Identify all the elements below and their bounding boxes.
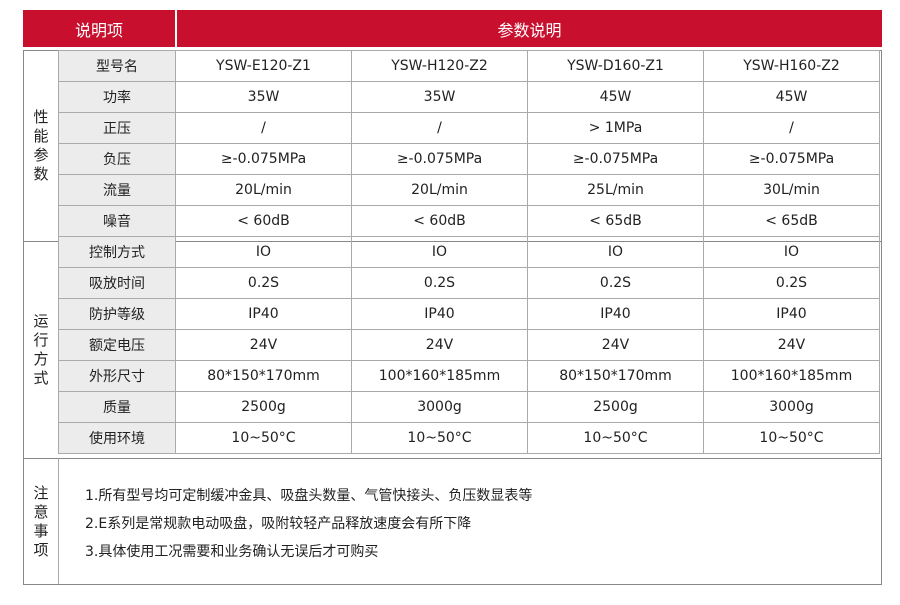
table-row: 控制方式 IO IO IO IO (58, 236, 880, 268)
category-performance: 性能参数 (33, 108, 49, 183)
row-label: 使用环境 (58, 422, 176, 454)
table-cell: 0.2S (527, 267, 704, 299)
table-cell: / (351, 112, 528, 144)
table-row: 功率 35W 35W 45W 45W (58, 81, 880, 113)
row-label: 吸放时间 (58, 267, 176, 299)
table-cell: < 65dB (703, 205, 880, 237)
table-cell: 10~50°C (703, 422, 880, 454)
table-cell: ≥-0.075MPa (351, 143, 528, 175)
table-cell: 45W (703, 81, 880, 113)
spec-table-body: 型号名 YSW-E120-Z1 YSW-H120-Z2 YSW-D160-Z1 YSW-… (58, 50, 880, 454)
table-cell: 25L/min (527, 174, 704, 206)
table-cell: 45W (527, 81, 704, 113)
row-label: 正压 (58, 112, 176, 144)
table-cell: 2500g (527, 391, 704, 423)
table-cell: ≥-0.075MPa (703, 143, 880, 175)
row-label: 额定电压 (58, 329, 176, 361)
category-divider (24, 458, 882, 459)
table-cell: < 60dB (175, 205, 352, 237)
table-cell: IP40 (703, 298, 880, 330)
row-label: 控制方式 (58, 236, 176, 268)
row-label: 负压 (58, 143, 176, 175)
row-label: 防护等级 (58, 298, 176, 330)
table-cell: 10~50°C (175, 422, 352, 454)
row-label: 噪音 (58, 205, 176, 237)
table-cell: 24V (527, 329, 704, 361)
note-item: 1.所有型号均可定制缓冲金具、吸盘头数量、气管快接头、负压数显表等 (85, 488, 533, 504)
row-label: 流量 (58, 174, 176, 206)
table-cell: 24V (703, 329, 880, 361)
table-cell: 0.2S (175, 267, 352, 299)
table-cell: 20L/min (175, 174, 352, 206)
table-row: 使用环境 10~50°C 10~50°C 10~50°C 10~50°C (58, 422, 880, 454)
category-operation: 运行方式 (33, 312, 49, 387)
table-cell: 20L/min (351, 174, 528, 206)
table-cell: / (703, 112, 880, 144)
table-cell: IO (527, 236, 704, 268)
category-notes: 注意事项 (33, 483, 49, 559)
table-cell: IO (351, 236, 528, 268)
table-cell: YSW-D160-Z1 (527, 50, 704, 82)
notes-section: 1.所有型号均可定制缓冲金具、吸盘头数量、气管快接头、负压数显表等 2.E系列是… (58, 458, 883, 584)
table-cell: / (175, 112, 352, 144)
table-cell: YSW-H120-Z2 (351, 50, 528, 82)
table-row: 外形尺寸 80*150*170mm 100*160*185mm 80*150*170m… (58, 360, 880, 392)
table-row: 型号名 YSW-E120-Z1 YSW-H120-Z2 YSW-D160-Z1 YSW-… (58, 50, 880, 82)
note-item: 3.具体使用工况需要和业务确认无误后才可购买 (85, 544, 379, 560)
table-row: 防护等级 IP40 IP40 IP40 IP40 (58, 298, 880, 330)
table-row: 噪音 < 60dB < 60dB < 65dB < 65dB (58, 205, 880, 237)
table-cell: YSW-E120-Z1 (175, 50, 352, 82)
table-row: 正压 / / > 1MPa / (58, 112, 880, 144)
table-cell: 3000g (703, 391, 880, 423)
table-cell: 10~50°C (527, 422, 704, 454)
table-cell: IP40 (351, 298, 528, 330)
table-cell: IP40 (527, 298, 704, 330)
table-cell: IO (175, 236, 352, 268)
table-cell: 80*150*170mm (175, 360, 352, 392)
table-row: 吸放时间 0.2S 0.2S 0.2S 0.2S (58, 267, 880, 299)
table-cell: 3000g (351, 391, 528, 423)
row-label: 型号名 (58, 50, 176, 82)
table-cell: < 60dB (351, 205, 528, 237)
table-cell: 80*150*170mm (527, 360, 704, 392)
table-cell: IP40 (175, 298, 352, 330)
note-item: 2.E系列是常规款电动吸盘，吸附较轻产品释放速度会有所下降 (85, 516, 472, 532)
table-row: 流量 20L/min 20L/min 25L/min 30L/min (58, 174, 880, 206)
table-cell: ≥-0.075MPa (175, 143, 352, 175)
row-label: 外形尺寸 (58, 360, 176, 392)
row-label: 质量 (58, 391, 176, 423)
header-param-label: 参数说明 (177, 10, 882, 47)
table-cell: 10~50°C (351, 422, 528, 454)
table-cell: IO (703, 236, 880, 268)
table-cell: < 65dB (527, 205, 704, 237)
table-row: 负压 ≥-0.075MPa ≥-0.075MPa ≥-0.075MPa ≥-0.075M… (58, 143, 880, 175)
table-cell: ≥-0.075MPa (527, 143, 704, 175)
table-row: 质量 2500g 3000g 2500g 3000g (58, 391, 880, 423)
table-cell: 24V (175, 329, 352, 361)
table-cell: 0.2S (703, 267, 880, 299)
table-cell: 100*160*185mm (703, 360, 880, 392)
table-cell: 35W (351, 81, 528, 113)
table-cell: 0.2S (351, 267, 528, 299)
spec-table: 型号名 YSW-E120-Z1 YSW-H120-Z2 YSW-D160-Z1 YSW-… (58, 50, 880, 454)
table-cell: 35W (175, 81, 352, 113)
table-cell: 2500g (175, 391, 352, 423)
table-cell: 30L/min (703, 174, 880, 206)
row-label: 功率 (58, 81, 176, 113)
table-cell: > 1MPa (527, 112, 704, 144)
table-cell: 24V (351, 329, 528, 361)
table-row: 额定电压 24V 24V 24V 24V (58, 329, 880, 361)
table-cell: YSW-H160-Z2 (703, 50, 880, 82)
header-item-label: 说明项 (23, 10, 175, 47)
table-cell: 100*160*185mm (351, 360, 528, 392)
